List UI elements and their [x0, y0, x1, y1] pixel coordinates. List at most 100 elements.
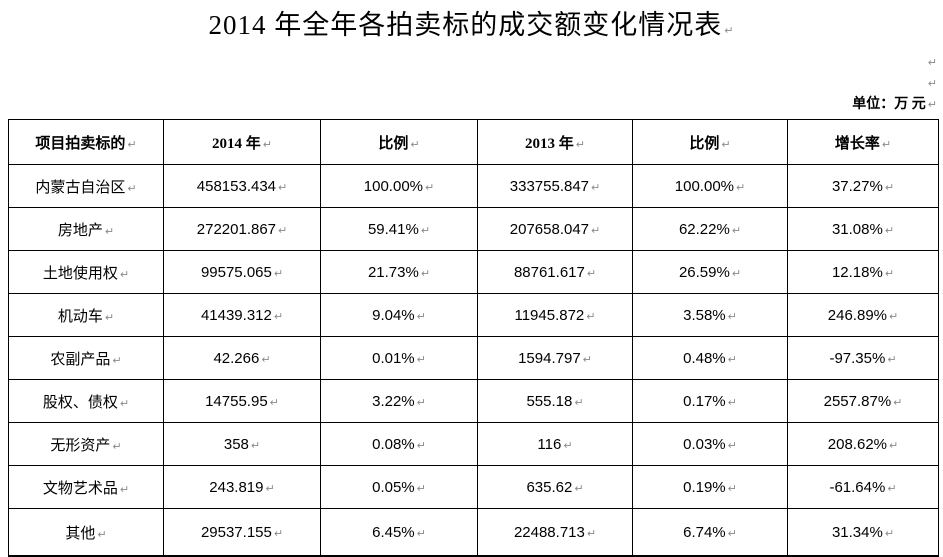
- paragraph-mark-icon: ↵: [410, 137, 420, 151]
- value-cell: 21.73% ↵: [320, 250, 478, 294]
- paragraph-mark-icon: ↵: [416, 309, 426, 323]
- paragraph-mark-icon: ↵: [927, 56, 937, 69]
- value-cell: 42.266 ↵: [163, 336, 321, 380]
- empty-paragraph: ↵: [0, 72, 943, 93]
- paragraph-mark-icon: ↵: [884, 223, 895, 237]
- table-row: 文物艺术品 ↵ 243.819 ↵ 0.05% ↵ 635.62 ↵ 0.19% ↵ -61.64%…: [8, 465, 939, 509]
- paragraph-mark-icon: ↵: [736, 180, 746, 194]
- table-row: 农副产品 ↵ 42.266 ↵ 0.01% ↵ 1594.797 ↵ 0.48% ↵ -97.35%…: [8, 336, 939, 380]
- value-cell: 0.03% ↵: [632, 422, 788, 466]
- value-cell: 88761.617 ↵: [477, 250, 633, 294]
- value-cell: 37.27% ↵: [787, 164, 939, 208]
- value-cell: 6.45% ↵: [320, 508, 478, 557]
- paragraph-mark-icon: ↵: [591, 180, 601, 194]
- value-cell: 0.08% ↵: [320, 422, 478, 466]
- value-cell: 29537.155 ↵: [163, 508, 321, 557]
- table-row: 房地产 ↵ 272201.867 ↵ 59.41% ↵ 207658.047 ↵ 62.22% ↵…: [8, 207, 939, 251]
- value-cell: 14755.95 ↵: [163, 379, 321, 423]
- value-cell: 555.18 ↵: [477, 379, 633, 423]
- paragraph-mark-icon: ↵: [104, 310, 115, 324]
- value-cell: 207658.047 ↵: [477, 207, 633, 251]
- paragraph-mark-icon: ↵: [112, 353, 122, 367]
- paragraph-mark-icon: ↵: [881, 137, 892, 151]
- row-label-cell: 文物艺术品 ↵: [8, 465, 164, 509]
- paragraph-mark-icon: ↵: [119, 396, 130, 410]
- header-cell-2013: 2013 年 ↵: [477, 119, 633, 165]
- value-cell: 31.08% ↵: [787, 207, 939, 251]
- table-header-row: 项目拍卖标的 ↵ 2014 年 ↵ 比例 ↵ 2013 年 ↵ 比例 ↵ 增长率 ↵: [8, 119, 939, 165]
- value-cell: 272201.867 ↵: [163, 207, 321, 251]
- paragraph-mark-icon: ↵: [582, 352, 592, 366]
- unit-label-text: 单位：万 元: [852, 97, 926, 112]
- paragraph-mark-icon: ↵: [273, 266, 284, 280]
- document-title: 2014 年全年各拍卖标的成交额变化情况表 ↵: [0, 5, 943, 51]
- table-row: 土地使用权 ↵ 99575.065 ↵ 21.73% ↵ 88761.617 ↵ 26.59% ↵…: [8, 250, 939, 294]
- value-cell: 41439.312 ↵: [163, 293, 321, 337]
- paragraph-mark-icon: ↵: [721, 137, 731, 151]
- value-cell: 31.34% ↵: [787, 508, 939, 557]
- paragraph-mark-icon: ↵: [586, 526, 597, 540]
- row-label-cell: 农副产品 ↵: [8, 336, 164, 380]
- table-row: 机动车 ↵ 41439.312 ↵ 9.04% ↵ 11945.872 ↵ 3.58% ↵ 246.…: [8, 293, 939, 337]
- value-cell: 9.04% ↵: [320, 293, 478, 337]
- row-label-cell: 无形资产 ↵: [8, 422, 164, 466]
- value-cell: 59.41% ↵: [320, 207, 478, 251]
- table-row: 股权、债权 ↵ 14755.95 ↵ 3.22% ↵ 555.18 ↵ 0.17% ↵ 2557.8…: [8, 379, 939, 423]
- header-cell-ratio-2014: 比例 ↵: [320, 119, 478, 165]
- paragraph-mark-icon: ↵: [586, 309, 596, 323]
- paragraph-mark-icon: ↵: [884, 180, 895, 194]
- document-title-text: 2014 年全年各拍卖标的成交额变化情况表: [208, 10, 723, 40]
- value-cell: 243.819 ↵: [163, 465, 321, 509]
- row-label-cell: 内蒙古自治区 ↵: [8, 164, 164, 208]
- paragraph-mark-icon: ↵: [727, 352, 737, 366]
- value-cell: 22488.713 ↵: [477, 508, 633, 557]
- paragraph-mark-icon: ↵: [591, 223, 601, 237]
- paragraph-mark-icon: ↵: [884, 526, 895, 540]
- paragraph-mark-icon: ↵: [927, 77, 937, 90]
- paragraph-mark-icon: ↵: [278, 223, 288, 237]
- auction-results-table: 项目拍卖标的 ↵ 2014 年 ↵ 比例 ↵ 2013 年 ↵ 比例 ↵ 增长率 ↵ 内蒙古…: [8, 119, 939, 557]
- paragraph-mark-icon: ↵: [416, 395, 426, 409]
- value-cell: 0.17% ↵: [632, 379, 788, 423]
- header-cell-ratio-2013: 比例 ↵: [632, 119, 788, 165]
- paragraph-mark-icon: ↵: [724, 24, 735, 37]
- header-cell-2014: 2014 年 ↵: [163, 119, 321, 165]
- paragraph-mark-icon: ↵: [727, 309, 737, 323]
- paragraph-mark-icon: ↵: [420, 266, 431, 280]
- paragraph-mark-icon: ↵: [104, 224, 115, 238]
- row-label-cell: 股权、债权 ↵: [8, 379, 164, 423]
- value-cell: 635.62 ↵: [477, 465, 633, 509]
- paragraph-mark-icon: ↵: [425, 180, 435, 194]
- value-cell: 0.19% ↵: [632, 465, 788, 509]
- paragraph-mark-icon: ↵: [893, 395, 903, 409]
- paragraph-mark-icon: ↵: [278, 180, 288, 194]
- value-cell: 2557.87% ↵: [787, 379, 939, 423]
- paragraph-mark-icon: ↵: [273, 526, 284, 540]
- paragraph-mark-icon: ↵: [127, 137, 137, 151]
- value-cell: 3.22% ↵: [320, 379, 478, 423]
- value-cell: 6.74% ↵: [632, 508, 788, 557]
- value-cell: 99575.065 ↵: [163, 250, 321, 294]
- empty-paragraph: ↵: [0, 51, 943, 72]
- paragraph-mark-icon: ↵: [575, 137, 585, 151]
- paragraph-mark-icon: ↵: [416, 526, 426, 540]
- paragraph-mark-icon: ↵: [127, 181, 137, 195]
- table-row: 其他 ↵ 29537.155 ↵ 6.45% ↵ 22488.713 ↵ 6.74% ↵ 31.34…: [8, 508, 939, 557]
- paragraph-mark-icon: ↵: [884, 266, 895, 280]
- paragraph-mark-icon: ↵: [727, 526, 737, 540]
- paragraph-mark-icon: ↵: [420, 223, 431, 237]
- paragraph-mark-icon: ↵: [889, 438, 899, 452]
- value-cell: 333755.847 ↵: [477, 164, 633, 208]
- paragraph-mark-icon: ↵: [261, 352, 271, 366]
- paragraph-mark-icon: ↵: [416, 438, 426, 452]
- paragraph-mark-icon: ↵: [731, 223, 742, 237]
- paragraph-mark-icon: ↵: [927, 98, 937, 111]
- value-cell: 11945.872 ↵: [477, 293, 633, 337]
- paragraph-mark-icon: ↵: [119, 482, 130, 496]
- paragraph-mark-icon: ↵: [731, 266, 742, 280]
- value-cell: 358 ↵: [163, 422, 321, 466]
- value-cell: 26.59% ↵: [632, 250, 788, 294]
- paragraph-mark-icon: ↵: [250, 438, 261, 452]
- table-row: 无形资产 ↵ 358 ↵ 0.08% ↵ 116 ↵ 0.03% ↵ 208.62% ↵: [8, 422, 939, 466]
- value-cell: 208.62% ↵: [787, 422, 939, 466]
